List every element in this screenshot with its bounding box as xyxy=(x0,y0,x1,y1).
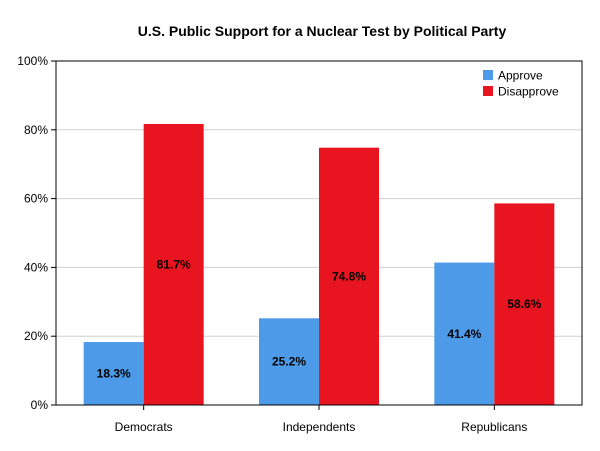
bars xyxy=(83,123,555,406)
data-label: 81.7% xyxy=(157,257,191,271)
data-label: 18.3% xyxy=(97,367,131,381)
y-axis: 0% 20% 40% 60% 80% 100% xyxy=(17,54,56,412)
y-tick-label: 100% xyxy=(17,54,48,68)
y-tick-label: 60% xyxy=(24,192,48,206)
legend-swatch-approve xyxy=(483,70,493,80)
y-tick-label: 40% xyxy=(24,260,48,274)
data-label: 41.4% xyxy=(447,327,481,341)
data-label: 58.6% xyxy=(507,297,541,311)
bar-approve xyxy=(259,318,319,405)
x-axis: Democrats Independents Republicans xyxy=(115,405,527,434)
plot-frame xyxy=(55,60,583,406)
y-tick-label: 20% xyxy=(24,329,48,343)
y-tick-label: 80% xyxy=(24,123,48,137)
legend: Approve Disapprove xyxy=(483,69,559,99)
x-tick-label: Republicans xyxy=(461,420,527,434)
legend-label-disapprove: Disapprove xyxy=(498,85,559,99)
bar-approve xyxy=(434,262,495,405)
bar-disapprove xyxy=(143,123,204,406)
legend-label-approve: Approve xyxy=(498,69,543,83)
chart-title: U.S. Public Support for a Nuclear Test b… xyxy=(138,23,507,39)
data-labels: 18.3% 81.7% 25.2% 74.8% 41.4% 58.6% xyxy=(97,257,542,380)
x-tick-label: Independents xyxy=(283,420,356,434)
data-label: 74.8% xyxy=(332,269,366,283)
data-label: 25.2% xyxy=(272,355,306,369)
legend-swatch-disapprove xyxy=(483,86,493,96)
bar-approve xyxy=(83,342,144,405)
x-tick-label: Democrats xyxy=(115,420,173,434)
bar-disapprove xyxy=(494,203,555,405)
bar-disapprove xyxy=(319,147,379,406)
y-tick-label: 0% xyxy=(31,398,49,412)
